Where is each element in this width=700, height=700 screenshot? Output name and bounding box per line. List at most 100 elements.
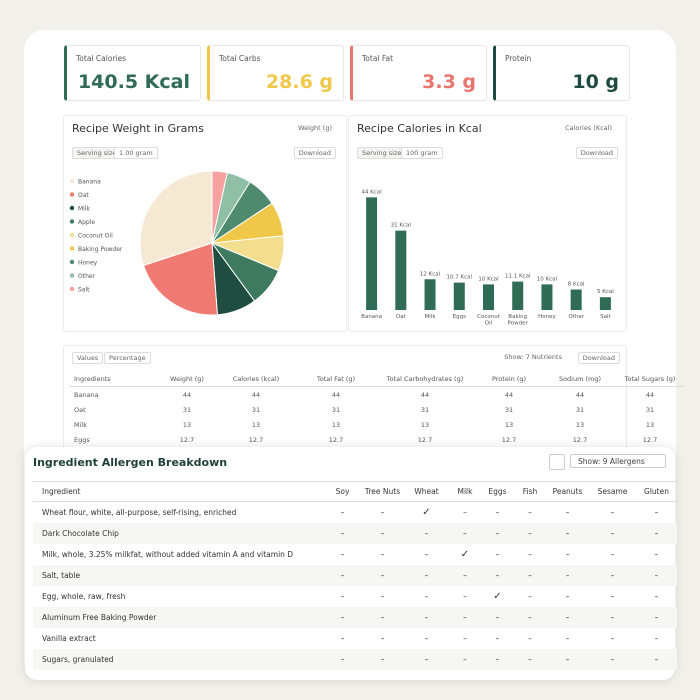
table-row: Aluminum Free Baking Powder – – – – – – – – – bbox=[33, 607, 677, 628]
ingredient-name: Egg, whole, raw, fresh bbox=[42, 592, 126, 601]
table-cell: 12.7 bbox=[501, 435, 517, 444]
allergen-cell: – bbox=[565, 550, 570, 559]
allergen-cell: – bbox=[636, 523, 677, 544]
allergen-cell: – bbox=[546, 523, 589, 544]
value-label: 8 Kcal bbox=[568, 282, 585, 288]
allergen-cell: – bbox=[404, 649, 449, 670]
card-title: Recipe Weight in Grams bbox=[72, 122, 204, 135]
table-cell: Milk bbox=[74, 420, 87, 429]
column-header: Peanuts bbox=[546, 481, 589, 502]
kpi-label: Protein bbox=[505, 54, 532, 63]
column-header: Ingredient bbox=[33, 481, 324, 502]
card-title: Ingredient Allergen Breakdown bbox=[33, 456, 228, 469]
allergen-cell: – bbox=[654, 550, 659, 559]
table-row: Banana 44 44 44 44 44 44 44 bbox=[70, 387, 684, 403]
allergen-cell: – bbox=[565, 508, 570, 517]
table-cell: Banana bbox=[74, 390, 99, 399]
table-cell: Eggs bbox=[74, 435, 90, 444]
download-button[interactable]: Download bbox=[293, 147, 336, 159]
allergen-cell: – bbox=[589, 523, 636, 544]
column-header: Total Fat (g) bbox=[296, 371, 376, 387]
allergen-cell: – bbox=[565, 592, 570, 601]
serving-input[interactable]: 100 gram bbox=[401, 147, 443, 159]
serving-label: Serving size bbox=[72, 147, 122, 159]
allergen-cell: – bbox=[361, 523, 404, 544]
allergen-cell: – bbox=[463, 634, 467, 643]
column-header: Total Carbohydrates (g) bbox=[376, 371, 474, 387]
allergen-table: Ingredient Soy Tree Nuts Wheat Milk Eggs Fish P… bbox=[33, 481, 677, 670]
table-cell: 44 bbox=[645, 390, 655, 399]
allergen-cell: – bbox=[546, 607, 589, 628]
allergen-cell: – bbox=[449, 607, 481, 628]
column-header: Gluten bbox=[636, 481, 677, 502]
allergen-cell: – bbox=[610, 634, 615, 643]
bar bbox=[366, 197, 378, 310]
kpi-label: Total Fat bbox=[362, 54, 394, 63]
bar bbox=[424, 279, 436, 310]
bar bbox=[453, 282, 465, 310]
ingredient-name: Milk, whole, 3.25% milkfat, without adde… bbox=[42, 550, 294, 559]
table-row: Vanilla extract – – – – – – – – – bbox=[33, 628, 677, 649]
allergen-cell: – bbox=[340, 550, 345, 559]
table-cell: 13 bbox=[251, 420, 261, 429]
table-cell: 12.7 bbox=[642, 435, 658, 444]
allergen-cell: – bbox=[449, 523, 481, 544]
nutrient-table: Ingredients Weight (g) Calories (kcal) Tota… bbox=[70, 371, 684, 447]
value-label: 10.7 Kcal bbox=[447, 275, 473, 281]
table-cell: 31 bbox=[251, 405, 261, 414]
download-button[interactable]: Download bbox=[575, 147, 618, 159]
allergen-cell: – bbox=[324, 607, 361, 628]
table-cell: Oat bbox=[74, 405, 86, 414]
allergen-cell: – bbox=[514, 565, 546, 586]
bar bbox=[570, 289, 582, 310]
dropdown[interactable]: Show: 7 Nutrients bbox=[500, 352, 566, 362]
legend-label: Salt bbox=[78, 287, 90, 294]
table-cell: 12.7 bbox=[179, 435, 195, 444]
allergen-cell: ✓ bbox=[460, 549, 470, 560]
table-row: Wheat flour, white, all-purpose, self-ri… bbox=[33, 502, 677, 524]
table-cell: 13 bbox=[420, 420, 430, 429]
x-tick-label: Coconut Oil bbox=[477, 314, 501, 327]
allergen-cell: – bbox=[340, 592, 345, 601]
card-title: Recipe Calories in Kcal bbox=[357, 122, 482, 135]
allergen-cell: – bbox=[546, 565, 589, 586]
download-button[interactable]: Download bbox=[577, 352, 620, 364]
allergen-dropdown[interactable]: Show: 9 Allergens bbox=[570, 454, 666, 468]
ingredient-name: Vanilla extract bbox=[42, 634, 96, 643]
tab[interactable]: Percentage bbox=[104, 352, 151, 364]
legend-label: Banana bbox=[78, 179, 101, 186]
allergen-cell: – bbox=[565, 634, 570, 643]
allergen-cell: ✓ bbox=[422, 507, 431, 518]
column-header: Total Sugars (g) bbox=[616, 371, 684, 387]
bar bbox=[483, 284, 494, 310]
legend-swatch bbox=[69, 205, 75, 211]
allergen-cell: – bbox=[340, 634, 345, 643]
legend-swatch bbox=[69, 219, 75, 224]
table-cell: 31 bbox=[331, 405, 341, 414]
dropdown[interactable]: Weight (g) bbox=[294, 123, 336, 133]
allergen-cell: – bbox=[463, 592, 467, 601]
allergen-cell: – bbox=[361, 649, 404, 670]
allergen-cell: – bbox=[481, 565, 514, 586]
kpi-value: 3.3 g bbox=[422, 71, 476, 93]
x-tick-label: Salt bbox=[600, 314, 611, 320]
value-label: 11.1 Kcal bbox=[505, 274, 531, 280]
serving-input[interactable]: 1.00 gram bbox=[114, 147, 158, 159]
allergen-cell: – bbox=[514, 607, 546, 628]
value-label: 5 Kcal bbox=[597, 289, 614, 295]
allergen-cell: – bbox=[324, 649, 361, 670]
kpi-card: Total Fat 3.3 g bbox=[350, 45, 487, 101]
tab[interactable]: Values bbox=[72, 352, 104, 364]
allergen-cell: – bbox=[324, 565, 361, 586]
value-label: 31 Kcal bbox=[391, 223, 412, 229]
column-header: Wheat bbox=[404, 481, 449, 502]
allergen-cell: – bbox=[546, 649, 589, 670]
legend-swatch bbox=[69, 273, 75, 278]
expand-button[interactable] bbox=[549, 454, 565, 470]
allergen-cell: – bbox=[589, 565, 636, 586]
ingredient-name: Sugars, granulated bbox=[33, 649, 324, 670]
value-label: 12 Kcal bbox=[420, 271, 441, 277]
table-cell: 31 bbox=[504, 405, 514, 414]
dropdown[interactable]: Calories (Kcal) bbox=[561, 123, 616, 133]
kpi-label: Total Carbs bbox=[219, 54, 261, 63]
